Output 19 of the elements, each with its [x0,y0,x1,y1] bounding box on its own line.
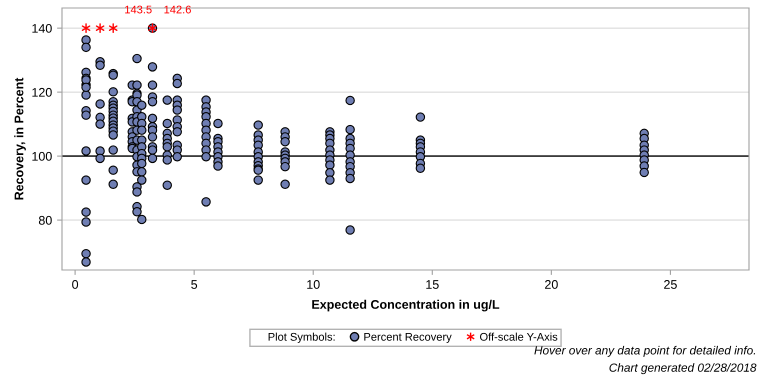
x-tick-label: 0 [72,280,78,289]
legend-label: Percent Recovery [364,333,452,343]
legend-title: Plot Symbols: [268,332,335,343]
x-axis-title: Expected Concentration in ug/L [312,300,500,312]
y-axis-title: Recovery, in Percent [14,78,26,200]
y-tick-label: 120 [32,88,52,97]
y-tick-label: 140 [32,24,52,33]
text: Chart generated 02/28/2018 [609,363,756,374]
annotation: 142.6 [164,6,191,14]
x-tick-label: 15 [426,280,439,289]
x-tick-label: 10 [307,280,320,289]
y-tick-label: 80 [38,216,52,225]
x-tick-label: 20 [545,280,558,289]
legend-label: Off-scale Y-Axis [480,332,558,341]
y-tick-label: 100 [32,152,52,161]
annotation: 143.5 [125,6,152,14]
x-tick-label: 25 [664,280,677,289]
text: Hover over any data point for detailed info. [534,346,756,357]
x-tick-label: 5 [191,280,198,289]
